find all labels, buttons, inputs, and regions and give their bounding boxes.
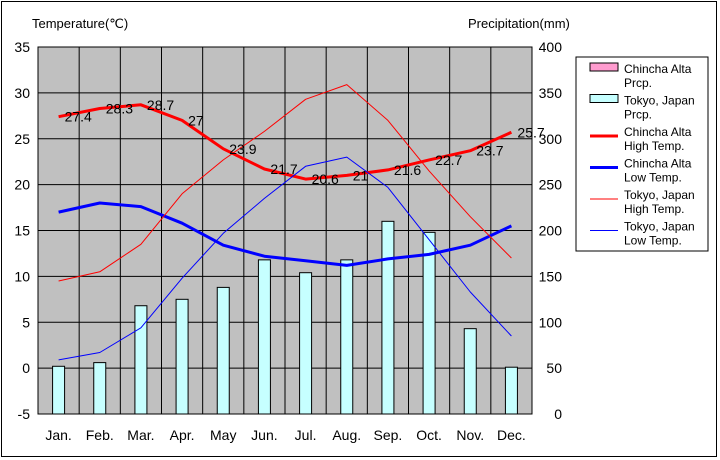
x-tick-label: Jun. <box>251 427 277 443</box>
data-label: 25.7 <box>517 124 544 140</box>
right-tick-label: 400 <box>539 39 563 55</box>
data-labels: 27.4 28.3 28.7 27 23.9 21.7 20.6 21 21.6 22.7 23.7… <box>65 97 545 187</box>
precip-bar <box>52 365 66 415</box>
right-tick-label: 100 <box>539 314 563 330</box>
right-tick-label: 0 <box>554 406 562 422</box>
left-tick-label: 30 <box>14 85 30 101</box>
left-tick-label: 35 <box>14 39 30 55</box>
left-tick-label: 0 <box>22 360 30 376</box>
precip-bar <box>463 328 477 415</box>
legend-label: Chincha Alta <box>624 157 692 171</box>
x-tick-label: Mar. <box>127 427 154 443</box>
right-tick-label: 250 <box>539 177 563 193</box>
x-tick-label: Nov. <box>456 427 484 443</box>
legend-label: Low Temp. <box>624 234 682 248</box>
legend-label: High Temp. <box>624 202 684 216</box>
temperature-lines <box>58 84 513 361</box>
precip-bar <box>340 259 354 415</box>
precip-bar <box>175 298 189 415</box>
left-tick-label: -5 <box>18 406 31 422</box>
legend-label: Tokyo, Japan <box>624 188 695 202</box>
left-tick-label: 20 <box>14 177 30 193</box>
x-tick-label: Jul. <box>295 427 317 443</box>
precip-bar <box>504 366 518 415</box>
left-tick-label: 10 <box>14 268 30 284</box>
right-tick-label: 200 <box>539 223 563 239</box>
data-label: 22.7 <box>435 152 462 168</box>
plot-border <box>37 46 533 415</box>
x-tick-label: Dec. <box>497 427 526 443</box>
data-label: 28.7 <box>147 97 174 113</box>
x-tick-label: Oct. <box>416 427 442 443</box>
right-tick-label: 350 <box>539 85 563 101</box>
data-label: 21.7 <box>270 161 297 177</box>
legend-box <box>575 56 709 252</box>
data-label: 23.7 <box>476 143 503 159</box>
legend-label: Prcp. <box>624 108 652 122</box>
series-line <box>58 156 512 361</box>
legend-label: High Temp. <box>624 139 684 153</box>
series-line <box>58 201 513 267</box>
x-tick-label: May <box>210 427 236 443</box>
legend-label: Chincha Alta <box>624 125 692 139</box>
right-tick-label: 300 <box>539 131 563 147</box>
right-tick-label: 50 <box>546 360 562 376</box>
precip-bar <box>422 231 436 415</box>
data-label: 27.4 <box>65 109 92 125</box>
left-tick-label: 15 <box>14 223 30 239</box>
series-line <box>58 84 512 282</box>
left-tick-label: 5 <box>22 314 30 330</box>
legend-label: Prcp. <box>624 76 652 90</box>
axes: 35302520151050-5400350300250200150100500… <box>14 39 562 443</box>
legend-label: Tokyo, Japan <box>624 220 695 234</box>
legend-label: Low Temp. <box>624 171 682 185</box>
data-label: 28.3 <box>106 100 133 116</box>
x-tick-label: Jan. <box>45 427 71 443</box>
right-axis-title: Precipitation(mm) <box>468 16 570 31</box>
data-label: 27 <box>188 112 204 128</box>
x-tick-label: Sep. <box>374 427 403 443</box>
data-label: 21.6 <box>394 162 421 178</box>
series-line <box>58 103 513 181</box>
data-label: 20.6 <box>312 171 339 187</box>
left-axis-title: Temperature(℃) <box>32 16 128 31</box>
precip-bar <box>381 220 395 415</box>
precip-bar <box>257 259 271 415</box>
grid-lines <box>38 47 532 414</box>
data-label: 21 <box>353 167 369 183</box>
precip-bar <box>216 286 230 415</box>
x-tick-label: Aug. <box>332 427 361 443</box>
data-label: 23.9 <box>229 141 256 157</box>
x-tick-label: Feb. <box>86 427 114 443</box>
legend-label: Chincha Alta <box>624 62 692 76</box>
legend-label: Tokyo, Japan <box>624 94 695 108</box>
x-tick-label: Apr. <box>170 427 195 443</box>
precipitation-bars <box>52 220 518 415</box>
legend-swatch <box>589 62 619 72</box>
precip-bar <box>299 272 313 415</box>
right-tick-label: 150 <box>539 268 563 284</box>
precip-bar <box>93 362 107 415</box>
left-tick-label: 25 <box>14 131 30 147</box>
legend-swatch <box>589 94 619 103</box>
